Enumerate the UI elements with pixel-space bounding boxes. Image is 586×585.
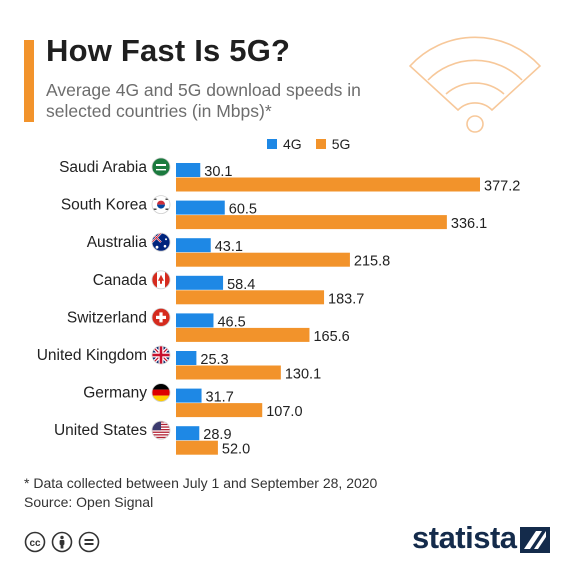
bar-4g-united-states xyxy=(176,426,200,441)
footnote-text: * Data collected between July 1 and Sept… xyxy=(24,475,378,491)
flag-south-korea-icon xyxy=(151,195,171,215)
value-label-4g-germany: 31.7 xyxy=(206,390,234,406)
source-text: Source: Open Signal xyxy=(24,494,154,510)
wifi-signal-icon xyxy=(408,36,542,133)
value-label-5g-south-korea: 336.1 xyxy=(451,216,487,232)
value-label-5g-united-states: 52.0 xyxy=(222,442,250,458)
bar-5g-united-states xyxy=(176,440,218,455)
value-label-5g-germany: 107.0 xyxy=(266,404,302,420)
flag-united-kingdom-icon xyxy=(151,345,171,365)
value-label-4g-south-korea: 60.5 xyxy=(229,202,257,218)
legend-item-5g: 5G xyxy=(315,136,351,152)
category-label-united-states: United States xyxy=(54,422,147,439)
bar-5g-canada xyxy=(176,290,325,305)
chart-footnote: * Data collected between July 1 and Sept… xyxy=(24,474,377,512)
title-accent-bar xyxy=(24,40,34,122)
bar-4g-switzerland xyxy=(176,313,214,328)
flag-germany-icon xyxy=(151,383,171,403)
category-label-switzerland: Switzerland xyxy=(67,309,147,326)
legend-item-4g: 4G xyxy=(267,136,302,152)
value-label-5g-saudi-arabia: 377.2 xyxy=(484,179,520,195)
license-icons: cc xyxy=(24,531,100,558)
bar-5g-switzerland xyxy=(176,327,310,342)
value-label-4g-canada: 58.4 xyxy=(227,277,255,293)
value-label-4g-united-states: 28.9 xyxy=(203,427,231,443)
category-label-australia: Australia xyxy=(87,234,148,251)
bar-4g-australia xyxy=(176,238,211,253)
flag-saudi-arabia-icon xyxy=(151,157,171,177)
svg-text:cc: cc xyxy=(29,538,41,549)
legend-label-5g: 5G xyxy=(331,136,351,152)
bar-5g-united-kingdom xyxy=(176,365,281,380)
flag-canada-icon xyxy=(151,270,171,290)
value-label-4g-united-kingdom: 25.3 xyxy=(200,352,228,368)
attribution-icon xyxy=(51,531,73,558)
no-derivatives-icon xyxy=(78,531,100,558)
category-label-south-korea: South Korea xyxy=(61,197,148,214)
legend-swatch-4g xyxy=(267,139,277,149)
category-label-united-kingdom: United Kingdom xyxy=(37,347,147,364)
bar-4g-canada xyxy=(176,275,224,290)
flag-switzerland-icon xyxy=(151,307,171,327)
statista-logo-text: statista xyxy=(412,520,517,555)
creative-commons-icon: cc xyxy=(24,531,46,558)
bar-5g-saudi-arabia xyxy=(176,177,480,192)
value-label-4g-saudi-arabia: 30.1 xyxy=(204,164,232,180)
bar-4g-south-korea xyxy=(176,200,225,215)
chart-subtitle: Average 4G and 5G download speeds in sel… xyxy=(46,80,361,121)
flag-united-states-icon xyxy=(151,420,171,440)
bar-4g-germany xyxy=(176,388,202,403)
flag-australia-icon xyxy=(151,232,171,252)
value-label-5g-canada: 183.7 xyxy=(328,291,364,307)
bar-5g-australia xyxy=(176,252,350,267)
bar-chart: Saudi Arabia 30.1 377.2 South Korea 60.5 336.… xyxy=(37,157,520,458)
page-title: How Fast Is 5G? xyxy=(46,33,291,68)
statista-logo-icon xyxy=(520,527,550,553)
value-label-4g-australia: 43.1 xyxy=(215,239,243,255)
value-label-5g-switzerland: 165.6 xyxy=(313,329,349,345)
bar-5g-germany xyxy=(176,403,263,418)
category-label-canada: Canada xyxy=(93,272,148,289)
legend-swatch-5g xyxy=(315,139,326,149)
legend-label-4g: 4G xyxy=(283,136,302,152)
value-label-4g-switzerland: 46.5 xyxy=(217,314,245,330)
value-label-5g-australia: 215.8 xyxy=(354,254,390,270)
category-label-saudi-arabia: Saudi Arabia xyxy=(59,159,147,176)
bar-5g-south-korea xyxy=(176,215,447,230)
chart-legend: 4G 5G xyxy=(267,136,350,152)
value-label-5g-united-kingdom: 130.1 xyxy=(285,367,321,383)
category-label-germany: Germany xyxy=(83,385,147,402)
bar-4g-saudi-arabia xyxy=(176,163,201,177)
bar-4g-united-kingdom xyxy=(176,351,197,365)
